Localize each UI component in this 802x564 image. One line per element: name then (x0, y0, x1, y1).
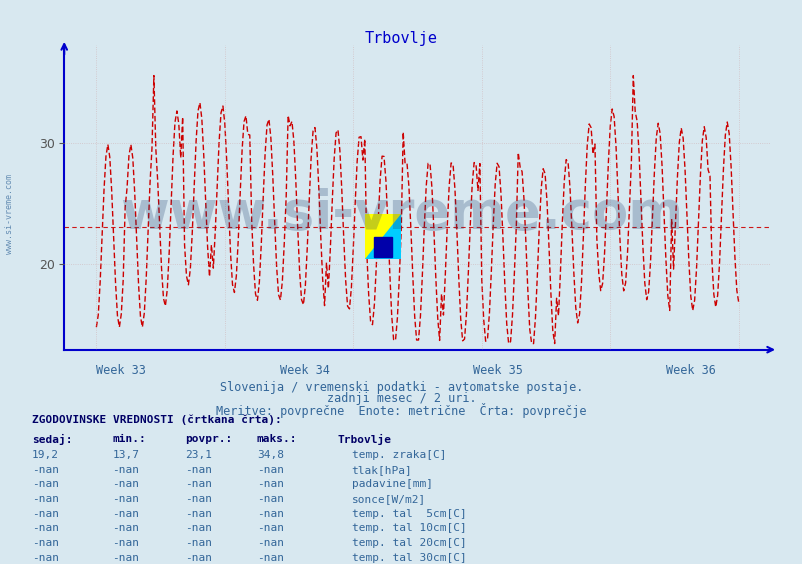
Text: temp. tal 30cm[C]: temp. tal 30cm[C] (351, 553, 466, 563)
Text: temp. tal 20cm[C]: temp. tal 20cm[C] (351, 538, 466, 548)
Text: -nan: -nan (32, 523, 59, 534)
Text: sedaj:: sedaj: (32, 434, 72, 446)
Text: 13,7: 13,7 (112, 450, 140, 460)
Text: temp. zraka[C]: temp. zraka[C] (351, 450, 446, 460)
Text: povpr.:: povpr.: (184, 434, 232, 444)
Polygon shape (365, 214, 401, 259)
Text: -nan: -nan (32, 465, 59, 475)
Text: Week 34: Week 34 (280, 364, 330, 377)
Text: -nan: -nan (184, 479, 212, 490)
Text: -nan: -nan (32, 538, 59, 548)
Text: temp. tal  5cm[C]: temp. tal 5cm[C] (351, 509, 466, 519)
Text: -nan: -nan (32, 494, 59, 504)
Text: -nan: -nan (184, 465, 212, 475)
Text: -nan: -nan (257, 538, 284, 548)
Text: -nan: -nan (112, 509, 140, 519)
Text: Trbovlje: Trbovlje (337, 434, 391, 446)
Text: -nan: -nan (112, 538, 140, 548)
Text: Week 36: Week 36 (665, 364, 715, 377)
Polygon shape (365, 214, 401, 259)
Text: maks.:: maks.: (257, 434, 297, 444)
Polygon shape (374, 237, 392, 257)
Text: -nan: -nan (184, 494, 212, 504)
Text: -nan: -nan (257, 494, 284, 504)
Text: -nan: -nan (257, 465, 284, 475)
Text: -nan: -nan (257, 479, 284, 490)
Text: -nan: -nan (32, 553, 59, 563)
Text: -nan: -nan (32, 509, 59, 519)
Text: -nan: -nan (184, 553, 212, 563)
Text: 19,2: 19,2 (32, 450, 59, 460)
Text: -nan: -nan (184, 509, 212, 519)
Text: -nan: -nan (112, 479, 140, 490)
Text: -nan: -nan (112, 553, 140, 563)
Text: tlak[hPa]: tlak[hPa] (351, 465, 412, 475)
Text: sonce[W/m2]: sonce[W/m2] (351, 494, 425, 504)
Text: -nan: -nan (184, 538, 212, 548)
Text: zadnji mesec / 2 uri.: zadnji mesec / 2 uri. (326, 392, 476, 405)
Text: -nan: -nan (257, 509, 284, 519)
Text: 34,8: 34,8 (257, 450, 284, 460)
Text: -nan: -nan (112, 523, 140, 534)
Text: -nan: -nan (112, 465, 140, 475)
Text: Slovenija / vremenski podatki - avtomatske postaje.: Slovenija / vremenski podatki - avtomats… (220, 381, 582, 394)
Text: Trbovlje: Trbovlje (365, 31, 437, 46)
Text: -nan: -nan (112, 494, 140, 504)
Text: Meritve: povprečne  Enote: metrične  Črta: povprečje: Meritve: povprečne Enote: metrične Črta:… (216, 403, 586, 418)
Text: temp. tal 10cm[C]: temp. tal 10cm[C] (351, 523, 466, 534)
Text: www.si-vreme.com: www.si-vreme.com (119, 188, 683, 240)
Text: min.:: min.: (112, 434, 146, 444)
Text: -nan: -nan (257, 523, 284, 534)
Text: -nan: -nan (257, 553, 284, 563)
Text: ZGODOVINSKE VREDNOSTI (črtkana črta):: ZGODOVINSKE VREDNOSTI (črtkana črta): (32, 415, 282, 425)
Text: -nan: -nan (184, 523, 212, 534)
Text: -nan: -nan (32, 479, 59, 490)
Text: padavine[mm]: padavine[mm] (351, 479, 432, 490)
Text: Week 35: Week 35 (472, 364, 522, 377)
Text: 23,1: 23,1 (184, 450, 212, 460)
Text: www.si-vreme.com: www.si-vreme.com (5, 174, 14, 254)
Text: Week 33: Week 33 (95, 364, 145, 377)
